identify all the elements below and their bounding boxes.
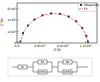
y-tick	[17, 31, 19, 32]
y-tick-label: 4x10³	[7, 18, 17, 22]
circuit-element	[38, 70, 47, 74]
circuit-label: CPE2	[64, 70, 71, 74]
wire	[33, 72, 38, 73]
legend-swatch	[80, 4, 82, 6]
wire	[27, 67, 33, 68]
circuit-label: Rs	[21, 65, 25, 69]
circuit-element	[63, 60, 72, 64]
circuit-label: R1	[41, 60, 45, 64]
circuit-element	[18, 65, 27, 69]
plot-area	[19, 13, 88, 43]
y-tick	[17, 8, 19, 9]
wire	[47, 72, 52, 73]
wire	[77, 67, 88, 68]
y-tick-label: 0	[14, 41, 16, 45]
legend-swatch	[79, 8, 83, 9]
x-tick-label: 4.0x10³	[34, 44, 46, 48]
wire	[12, 67, 18, 68]
x-axis-label: Z'/Ω	[54, 48, 61, 52]
wire	[58, 72, 63, 73]
plot-frame	[17, 3, 97, 43]
y-tick	[17, 20, 19, 21]
wire	[52, 67, 58, 68]
y-tick-label: 2x10³	[7, 30, 17, 34]
circuit-element	[63, 70, 72, 74]
circuit-element	[38, 60, 47, 64]
circuit-label: CPE1	[39, 70, 46, 74]
wire	[33, 62, 34, 72]
y-tick-label: 6x10³	[7, 7, 17, 11]
circuit-frame	[8, 58, 92, 76]
legend-label: Fit	[84, 7, 88, 11]
fit-line	[20, 13, 88, 41]
y-axis-label: -Z''/Ω	[0, 18, 4, 28]
x-tick-label: 1.2x10⁴	[80, 44, 92, 48]
wire	[58, 62, 63, 63]
circuit-label: R2	[66, 60, 70, 64]
wire	[58, 62, 59, 72]
wire	[72, 72, 77, 73]
wire	[47, 62, 52, 63]
wire	[33, 62, 38, 63]
wire	[72, 62, 77, 63]
y-tick	[17, 43, 19, 44]
circuit: Rs R1 CPE1 R2 CPE2	[8, 58, 92, 76]
